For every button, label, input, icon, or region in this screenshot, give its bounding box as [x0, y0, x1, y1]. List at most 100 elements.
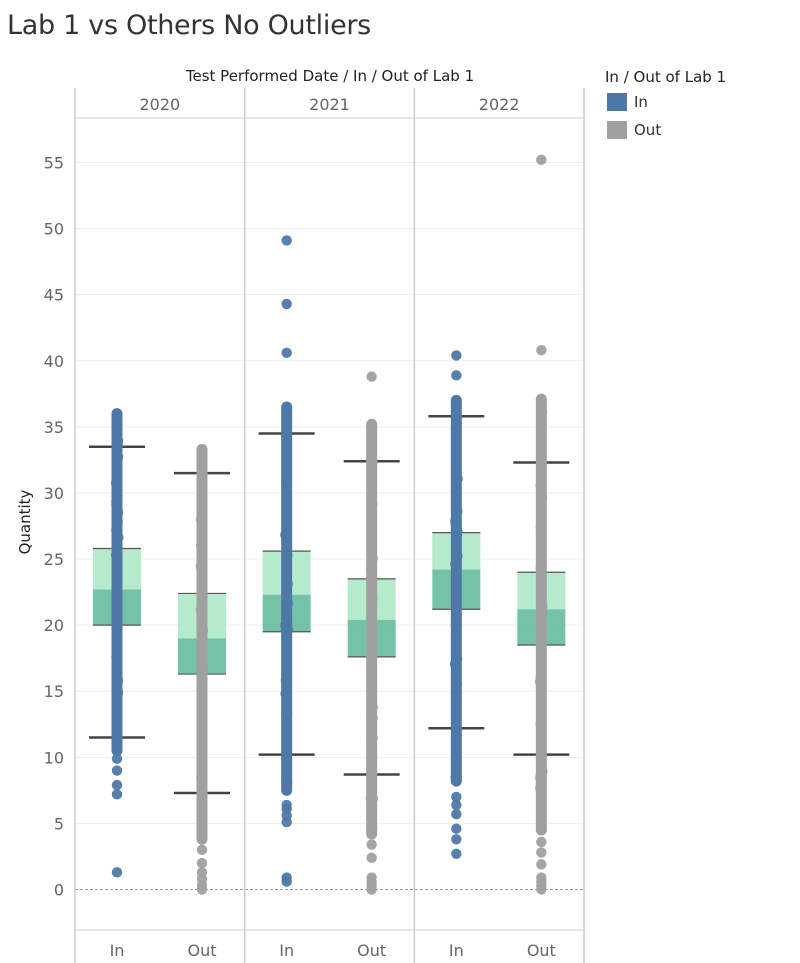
data-point	[451, 848, 462, 860]
data-point	[366, 852, 377, 863]
data-point	[365, 562, 377, 574]
data-point	[111, 498, 123, 510]
x-category-label: In	[449, 941, 464, 960]
y-axis-label: Quantity	[16, 489, 34, 554]
data-point	[281, 776, 293, 788]
data-point	[112, 451, 124, 463]
y-tick-label: 15	[44, 682, 64, 701]
data-point	[536, 872, 547, 883]
data-point	[535, 479, 547, 491]
data-point	[450, 558, 462, 570]
legend-swatch-in	[607, 93, 627, 111]
data-point	[451, 823, 462, 834]
data-point	[451, 834, 462, 845]
data-point	[282, 597, 294, 609]
data-point	[366, 371, 377, 382]
x-category-label: Out	[357, 941, 386, 960]
data-point	[197, 663, 209, 675]
data-point	[450, 619, 462, 631]
y-tick-label: 25	[44, 550, 64, 569]
data-point	[366, 822, 378, 834]
y-tick-label: 30	[44, 484, 64, 503]
data-point	[281, 612, 293, 624]
data-point	[366, 498, 378, 510]
data-point	[450, 678, 462, 690]
data-point	[451, 808, 462, 820]
data-point	[281, 347, 292, 359]
data-point	[366, 594, 378, 606]
data-point	[366, 457, 378, 469]
data-point	[197, 624, 209, 636]
data-point	[535, 772, 547, 784]
data-point	[111, 867, 123, 878]
data-point	[196, 857, 208, 869]
data-point	[366, 872, 377, 883]
data-point	[280, 675, 292, 687]
x-category-label: Out	[187, 941, 216, 960]
data-point	[112, 686, 124, 698]
data-point	[281, 476, 293, 488]
x-category-label: Out	[527, 941, 556, 960]
data-point	[196, 560, 208, 572]
data-point	[110, 477, 122, 489]
data-point	[366, 732, 378, 744]
data-point	[535, 562, 547, 574]
data-point	[366, 712, 378, 724]
data-point	[281, 235, 292, 246]
data-point	[366, 750, 378, 762]
year-header-2021: 2021	[309, 95, 350, 114]
data-point	[281, 872, 292, 883]
data-point	[280, 624, 292, 636]
y-tick-label: 0	[54, 881, 64, 900]
data-point	[196, 454, 208, 466]
data-point	[536, 154, 547, 166]
data-point	[281, 578, 293, 590]
data-point	[536, 492, 548, 504]
data-point	[366, 552, 378, 564]
y-tick-label: 10	[44, 748, 64, 767]
data-point	[451, 550, 463, 562]
data-point	[110, 549, 122, 561]
x-category-label: In	[279, 941, 294, 960]
data-point	[450, 772, 462, 784]
data-point	[536, 344, 547, 356]
data-point	[450, 518, 462, 530]
data-point	[451, 799, 462, 811]
data-point	[112, 506, 124, 518]
data-point	[111, 651, 123, 663]
data-point	[196, 772, 208, 784]
data-point	[112, 435, 124, 447]
data-point	[112, 532, 124, 544]
data-point	[112, 674, 124, 686]
legend-label-in: In	[634, 93, 648, 111]
legend-title: In / Out of Lab 1	[605, 68, 727, 86]
data-point	[195, 539, 207, 551]
legend-label-out: Out	[634, 121, 662, 139]
data-point	[366, 420, 378, 432]
data-point	[365, 792, 377, 804]
data-point	[111, 516, 123, 528]
legend-swatch-out	[607, 121, 627, 139]
data-point	[281, 298, 292, 310]
column-header-title: Test Performed Date / In / Out of Lab 1	[185, 67, 474, 85]
data-point	[451, 350, 462, 361]
data-point	[280, 530, 292, 542]
data-point	[111, 779, 123, 791]
data-point	[111, 765, 123, 776]
data-point	[451, 505, 463, 517]
data-point	[196, 684, 208, 696]
data-point	[111, 707, 123, 719]
y-tick-label: 40	[44, 352, 64, 371]
data-point	[111, 421, 123, 433]
data-point	[281, 799, 292, 811]
data-point	[535, 782, 547, 794]
x-category-label: In	[110, 941, 125, 960]
data-point	[451, 653, 463, 665]
data-point	[280, 688, 292, 700]
data-point	[451, 370, 462, 381]
year-header-2022: 2022	[479, 95, 520, 114]
y-tick-label: 50	[44, 220, 64, 239]
y-tick-label: 20	[44, 616, 64, 635]
data-point	[196, 867, 208, 878]
